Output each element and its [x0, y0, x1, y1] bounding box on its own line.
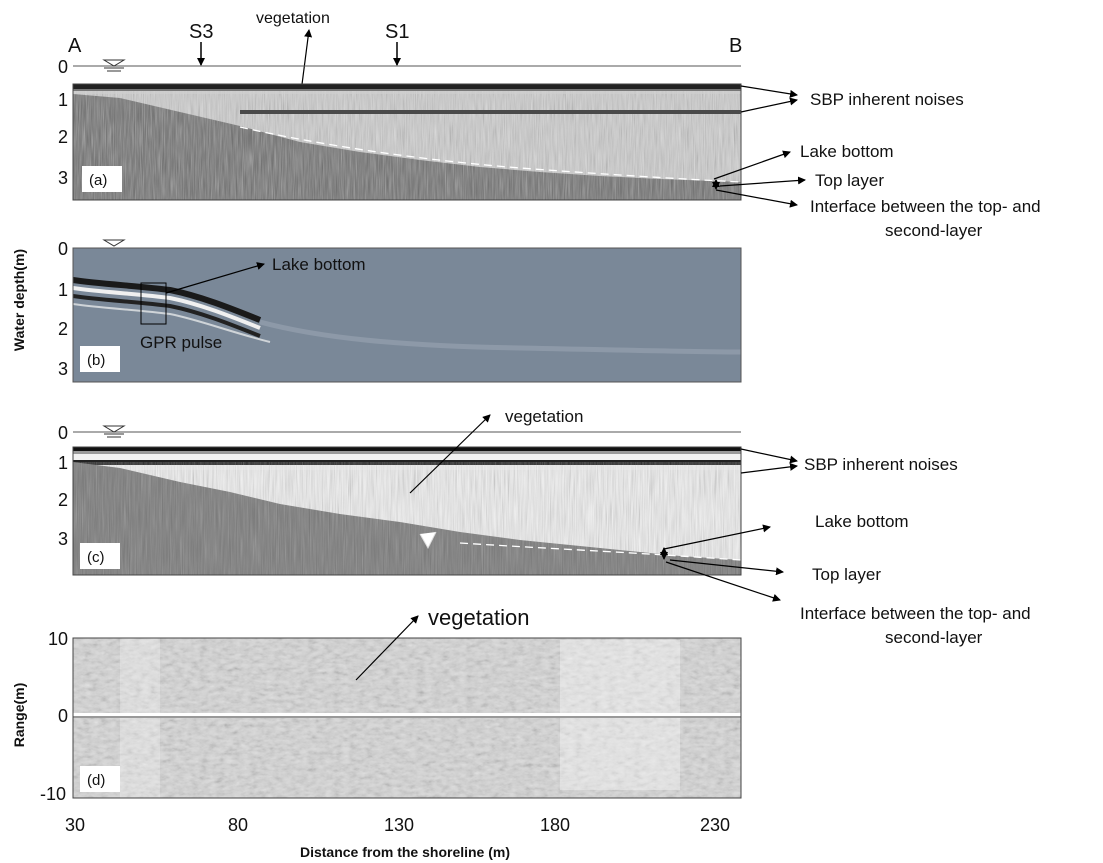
- lake-bottom-arrow-c: [663, 524, 771, 550]
- sbp-noise-arrow-a2: [740, 97, 798, 113]
- lake-bottom-label-c: Lake bottom: [815, 512, 909, 531]
- gpr-reflection-dark-1: [72, 277, 262, 323]
- y-axis-label-range: Range(m): [11, 683, 27, 748]
- vegetation-label-c: vegetation: [505, 407, 583, 426]
- panel-c: 0 1 2 3 (c) vegetation SBP inherent nois…: [58, 407, 1031, 647]
- x-tick-180: 180: [540, 815, 570, 835]
- tag-c: (c): [87, 549, 105, 566]
- x-tick-230: 230: [700, 815, 730, 835]
- gpr-image-b: [73, 248, 741, 382]
- gpr-pulse-label: GPR pulse: [140, 333, 222, 352]
- tick-b-2: 2: [58, 319, 68, 339]
- tick-c-1: 1: [58, 453, 68, 473]
- lake-bottom-arrow-a: [713, 150, 791, 180]
- sbp-noise-label-a: SBP inherent noises: [810, 90, 964, 109]
- panel-b: 0 1 2 3 (b) Lake bottom GPR pulse: [58, 239, 742, 383]
- interface-arrow-c: [665, 561, 781, 602]
- lake-bottom-arrow-b: [165, 262, 265, 294]
- sbp-image-a: [73, 84, 741, 200]
- tick-a-3: 3: [58, 168, 68, 188]
- tick-b-0: 0: [58, 239, 68, 259]
- tick-c-2: 2: [58, 490, 68, 510]
- x-axis-label: Distance from the shoreline (m): [300, 844, 510, 860]
- x-tick-130: 130: [384, 815, 414, 835]
- lake-bottom-label-b: Lake bottom: [272, 255, 366, 274]
- tick-c-0: 0: [58, 423, 68, 443]
- tick-a-2: 2: [58, 127, 68, 147]
- tick-c-3: 3: [58, 529, 68, 549]
- panel-d: 10 0 -10 (d) vegetation: [40, 605, 742, 804]
- tick-a-1: 1: [58, 90, 68, 110]
- sbp-noise-arrow-a1: [740, 85, 798, 98]
- sbp-noise-arrow-c1: [740, 448, 798, 464]
- gpr-reflection-light-1: [72, 286, 261, 330]
- tag-d: (d): [87, 772, 105, 789]
- vegetation-label-d: vegetation: [428, 605, 530, 630]
- interface-arrow-a: [715, 189, 798, 208]
- interface-label-c2: second-layer: [885, 628, 983, 647]
- gpr-pulse-box: [140, 282, 167, 325]
- top-layer-label-c: Top layer: [812, 565, 881, 584]
- y-axis-label-depth: Water depth(m): [11, 249, 27, 351]
- x-tick-80: 80: [228, 815, 248, 835]
- label-a: A: [68, 35, 82, 57]
- tick-a-0: 0: [58, 57, 68, 77]
- top-layer-arrow-a: [719, 176, 806, 187]
- vegetation-arrow-d: [355, 615, 419, 681]
- gpr-reflection-light-2: [72, 303, 271, 343]
- gpr-reflection-dark-2: [72, 294, 261, 338]
- lake-bottom-label-a: Lake bottom: [800, 142, 894, 161]
- interface-label-c1: Interface between the top- and: [800, 604, 1031, 623]
- gpr-reflection-faint: [259, 319, 742, 355]
- tick-b-3: 3: [58, 359, 68, 379]
- tag-box-d: [80, 766, 120, 792]
- echo-image-d: [73, 638, 741, 798]
- sbp-noise-arrow-c2: [740, 462, 798, 474]
- panel-a: 0 1 2 3 (a) SBP inherent noises Lake bot…: [58, 57, 1041, 240]
- tick-d-0: 0: [58, 706, 68, 726]
- vegetation-label-top: vegetation: [256, 10, 330, 27]
- tag-box-a: [82, 166, 122, 192]
- water-level-icon-c: [102, 425, 126, 438]
- sbp-noise-label-c: SBP inherent noises: [804, 455, 958, 474]
- tick-d-10: 10: [48, 629, 68, 649]
- tag-box-b: [80, 346, 120, 372]
- interface-label-a2: second-layer: [885, 221, 983, 240]
- label-s3: S3: [189, 21, 213, 43]
- water-level-icon-a: [102, 59, 126, 72]
- label-s1: S1: [385, 21, 409, 43]
- top-layer-label-a: Top layer: [815, 171, 884, 190]
- tag-a: (a): [89, 172, 107, 189]
- vegetation-arrow-c: [409, 414, 491, 494]
- sbp-image-c: [73, 447, 741, 575]
- interface-label-a1: Interface between the top- and: [810, 197, 1041, 216]
- tick-d-minus10: -10: [40, 784, 66, 804]
- x-tick-30: 30: [65, 815, 85, 835]
- label-b: B: [729, 35, 742, 57]
- tick-b-1: 1: [58, 280, 68, 300]
- tag-b: (b): [87, 352, 105, 369]
- tag-box-c: [80, 543, 120, 569]
- top-layer-arrow-c: [669, 559, 784, 576]
